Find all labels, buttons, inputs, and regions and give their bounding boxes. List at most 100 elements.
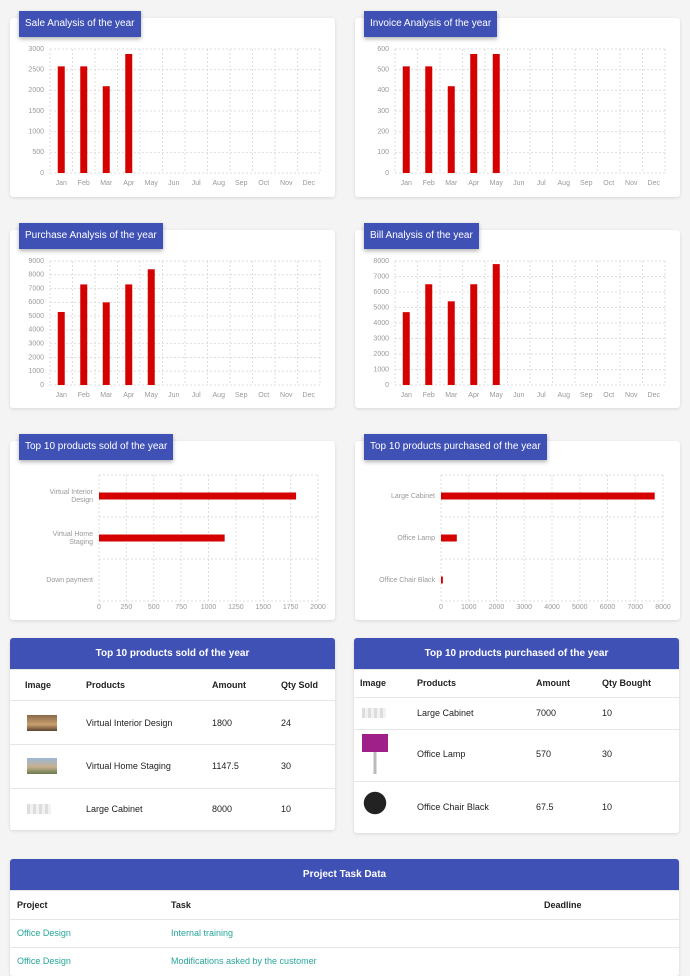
y-tick-label: Office Chair Black xyxy=(379,577,435,584)
y-tick-label: 400 xyxy=(377,87,389,94)
y-tick-label: 0 xyxy=(40,382,44,389)
chart-title: Invoice Analysis of the year xyxy=(364,11,498,37)
x-tick-label: 750 xyxy=(175,604,187,611)
bar xyxy=(441,492,655,500)
y-tick-label: 7000 xyxy=(28,285,44,292)
y-tick-label: 0 xyxy=(40,170,44,177)
column-header: Deadline xyxy=(544,900,582,910)
x-tick-label: Dec xyxy=(303,392,316,399)
table-cell: 10 xyxy=(602,802,613,812)
x-tick-label: Nov xyxy=(280,180,293,187)
y-tick-label: 0 xyxy=(385,382,389,389)
column-header: Qty Bought xyxy=(602,678,651,688)
row-divider xyxy=(10,788,335,789)
chart-title: Bill Analysis of the year xyxy=(364,223,479,249)
table-cell: Large Cabinet xyxy=(86,804,143,814)
x-tick-label: Oct xyxy=(603,180,614,187)
y-tick-label: 3000 xyxy=(373,335,389,342)
table-cell: Large Cabinet xyxy=(417,708,474,718)
row-divider xyxy=(354,697,679,698)
x-tick-label: Jul xyxy=(192,180,201,187)
x-tick-label: Aug xyxy=(558,180,571,187)
row-divider xyxy=(354,781,679,782)
bar xyxy=(425,284,433,385)
x-tick-label: Oct xyxy=(258,180,269,187)
table-cell: Office Design xyxy=(17,928,71,938)
y-tick-label: 600 xyxy=(377,46,389,53)
bar xyxy=(125,284,133,385)
y-tick-label: 3000 xyxy=(28,341,44,348)
table-card: Top 10 products purchased of the year Ima… xyxy=(354,638,679,833)
table-cell: 8000 xyxy=(212,804,233,814)
bar xyxy=(441,534,457,542)
product-image xyxy=(362,787,388,827)
y-tick-label: 4000 xyxy=(28,327,44,334)
chart-card: 0 500 1000 1500 2000 2500 3000 Jan Feb Mar Apr May J… xyxy=(10,11,335,197)
y-tick-label: Office Lamp xyxy=(397,535,435,542)
x-tick-label: Sep xyxy=(580,180,593,187)
x-tick-label: Jan xyxy=(56,180,67,187)
bar xyxy=(99,492,297,500)
bar xyxy=(99,534,225,542)
y-tick-label: 1000 xyxy=(28,129,44,136)
x-tick-label: Nov xyxy=(625,180,638,187)
bar xyxy=(441,576,443,584)
bar xyxy=(125,53,133,173)
product-image xyxy=(362,734,388,774)
y-tick-label: 2000 xyxy=(373,351,389,358)
x-tick-label: 1500 xyxy=(255,604,271,611)
x-tick-label: Mar xyxy=(445,180,458,187)
column-header: Image xyxy=(360,678,387,688)
table-card: Top 10 products sold of the year Image Pro… xyxy=(10,638,335,830)
table-cell: 570 xyxy=(536,749,552,759)
x-tick-label: Jan xyxy=(401,392,412,399)
x-tick-label: Oct xyxy=(603,392,614,399)
x-tick-label: Feb xyxy=(423,180,435,187)
chart-card: 0 1000 2000 3000 4000 5000 6000 7000 8000 Large C… xyxy=(355,434,680,620)
table-cell: Office Design xyxy=(17,956,71,966)
x-tick-label: 5000 xyxy=(572,604,588,611)
chart-card: 0 250 500 750 1000 1250 1500 1750 2000 Virtual In… xyxy=(10,434,335,620)
chart-card: 0 1000 2000 3000 4000 5000 6000 7000 8000 9000 Jan… xyxy=(10,223,335,408)
table-title: Top 10 products sold of the year xyxy=(10,638,335,669)
bar xyxy=(102,302,110,385)
y-tick-label: 2500 xyxy=(28,67,44,74)
y-tick-label: 8000 xyxy=(373,258,389,265)
x-tick-label: 500 xyxy=(148,604,160,611)
y-tick-label: Large Cabinet xyxy=(391,493,435,500)
chart-title: Top 10 products purchased of the year xyxy=(364,434,547,460)
x-tick-label: 8000 xyxy=(655,604,671,611)
row-divider xyxy=(10,890,679,891)
product-image xyxy=(27,804,51,814)
chart: 0 100 200 300 400 500 600 Jan Feb Mar Apr May Jun Jul… xyxy=(377,46,666,187)
x-tick-label: 6000 xyxy=(600,604,616,611)
table-cell: 7000 xyxy=(536,708,557,718)
x-tick-label: Feb xyxy=(78,180,90,187)
y-tick-label: 100 xyxy=(377,149,389,156)
table-cell: 30 xyxy=(602,749,613,759)
x-tick-label: 0 xyxy=(97,604,101,611)
table-title: Top 10 products purchased of the year xyxy=(354,638,679,669)
x-tick-label: May xyxy=(490,392,504,399)
bar xyxy=(147,269,155,385)
bar xyxy=(425,66,433,173)
row-divider xyxy=(10,919,679,920)
table-cell: 10 xyxy=(602,708,613,718)
x-tick-label: Dec xyxy=(648,180,661,187)
bar xyxy=(492,264,500,385)
x-tick-label: Jan xyxy=(56,392,67,399)
x-tick-label: Mar xyxy=(100,392,113,399)
y-tick-label: Virtual Home Staging xyxy=(53,531,93,546)
y-tick-label: 0 xyxy=(385,170,389,177)
bar xyxy=(470,284,478,385)
x-tick-label: Apr xyxy=(468,392,480,399)
x-tick-label: Aug xyxy=(558,392,571,399)
x-tick-label: 7000 xyxy=(627,604,643,611)
bar xyxy=(492,53,500,173)
table-cell: 30 xyxy=(281,761,292,771)
y-tick-label: 1000 xyxy=(28,368,44,375)
row-divider xyxy=(10,700,335,701)
table-cell: 1800 xyxy=(212,718,233,728)
y-tick-label: 1000 xyxy=(373,366,389,373)
